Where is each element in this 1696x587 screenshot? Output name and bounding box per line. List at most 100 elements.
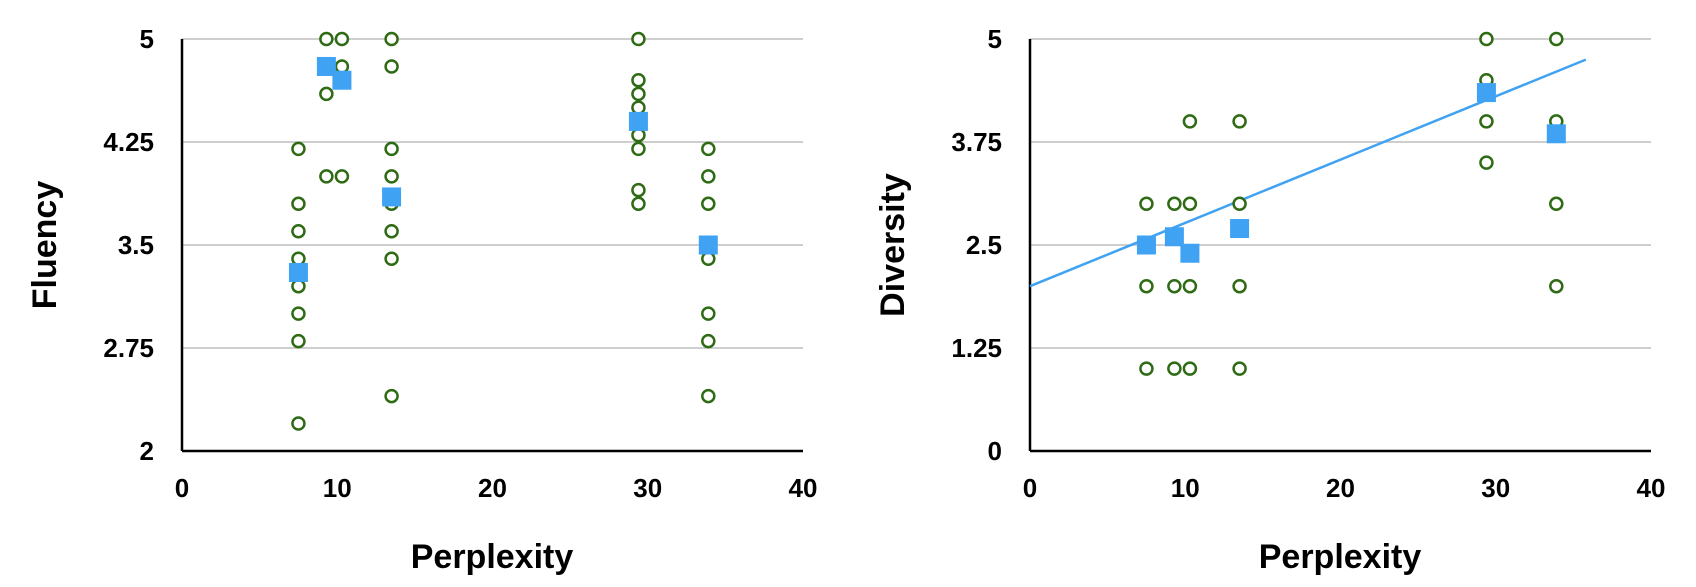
mean-point: [1164, 227, 1184, 247]
y-tick-label: 2.5: [966, 230, 1002, 260]
data-point: [384, 169, 399, 184]
mean-point: [1546, 124, 1566, 144]
data-point: [334, 169, 350, 184]
y-tick-label: 5: [140, 24, 154, 54]
series-mean-ratings: [288, 56, 718, 282]
data-point: [1232, 278, 1247, 294]
data-point: [1479, 114, 1494, 129]
x-tick-label: 30: [1481, 473, 1510, 503]
x-tick-label: 20: [1326, 473, 1355, 503]
data-point: [1232, 361, 1247, 376]
data-point: [319, 169, 334, 184]
mean-point: [1230, 219, 1250, 239]
data-point: [291, 224, 306, 239]
x-tick-label: 0: [175, 473, 189, 503]
data-point: [631, 100, 646, 115]
mean-point: [1136, 235, 1156, 255]
series-mean-ratings: [1136, 83, 1566, 263]
data-point: [291, 306, 306, 321]
data-point: [631, 86, 646, 102]
mean-point: [316, 56, 336, 76]
data-point: [631, 127, 646, 143]
data-point: [1549, 278, 1564, 294]
y-tick-label: 3.5: [118, 230, 154, 260]
data-point: [631, 182, 646, 198]
chart-panel-1: 2 2.75 3.5 4.25 5 0 10 20 30 40 Perplexity Fluency: [26, 24, 817, 576]
data-point: [1182, 278, 1198, 294]
mean-point: [332, 70, 352, 90]
x-axis-title: Perplexity: [1259, 538, 1422, 576]
data-point: [631, 141, 646, 157]
data-point: [1167, 278, 1182, 294]
x-tick-label: 20: [478, 473, 507, 503]
mean-point: [288, 262, 308, 282]
mean-point: [628, 111, 648, 131]
x-axis-title: Perplexity: [411, 538, 574, 576]
data-point: [384, 59, 399, 74]
data-point: [291, 196, 306, 212]
data-point: [701, 196, 716, 212]
mean-point: [1476, 83, 1496, 103]
data-point: [319, 86, 334, 102]
mean-point: [698, 235, 718, 255]
data-point: [701, 141, 716, 157]
mean-point: [382, 187, 402, 207]
data-point: [291, 251, 306, 266]
y-axis-title: Fluency: [26, 181, 64, 310]
data-point: [1182, 196, 1198, 212]
data-point: [701, 169, 716, 184]
data-point: [384, 251, 399, 266]
data-point: [701, 306, 716, 321]
data-point: [291, 333, 306, 349]
data-point: [1139, 361, 1154, 376]
data-point: [1139, 278, 1154, 294]
data-point: [334, 31, 350, 47]
data-point: [1182, 114, 1198, 129]
x-tick-label: 10: [1171, 473, 1200, 503]
data-point: [384, 31, 399, 47]
data-point: [701, 388, 716, 404]
y-tick-label: 0: [988, 436, 1002, 466]
x-tick-label: 30: [633, 473, 662, 503]
data-point: [384, 224, 399, 239]
y-axis-title: Diversity: [874, 173, 912, 317]
series-individual-ratings: [1139, 31, 1564, 376]
data-point: [384, 141, 399, 157]
y-tick-label: 2.75: [103, 333, 154, 363]
chart-panel-2: 0 1.25 2.5 3.75 5 0 10 20 30 40 Perplexity Diversit…: [874, 24, 1665, 576]
mean-point: [1180, 243, 1200, 263]
data-point: [1549, 31, 1564, 47]
y-tick-label: 2: [140, 436, 154, 466]
data-point: [384, 388, 399, 404]
data-point: [631, 196, 646, 212]
data-point: [1232, 196, 1247, 212]
data-point: [1232, 114, 1247, 129]
data-point: [1479, 31, 1494, 47]
series-individual-ratings: [291, 31, 716, 431]
x-tick-label: 0: [1023, 473, 1037, 503]
data-point: [701, 251, 716, 266]
data-point: [291, 416, 306, 431]
data-point: [1479, 155, 1494, 170]
data-point: [334, 59, 350, 74]
trendline: [1029, 58, 1587, 288]
y-tick-label: 3.75: [951, 127, 1002, 157]
y-tick-label: 4.25: [103, 127, 154, 157]
data-point: [291, 278, 306, 294]
data-point: [631, 31, 646, 47]
y-tick-label: 1.25: [951, 333, 1002, 363]
data-point: [1167, 361, 1182, 376]
x-tick-label: 40: [789, 473, 818, 503]
data-point: [1167, 196, 1182, 212]
data-point: [319, 31, 334, 47]
x-tick-label: 40: [1637, 473, 1666, 503]
data-point: [631, 72, 646, 88]
data-point: [1182, 361, 1198, 376]
y-tick-label: 5: [988, 24, 1002, 54]
x-tick-label: 10: [323, 473, 352, 503]
data-point: [291, 141, 306, 157]
data-point: [1549, 196, 1564, 212]
data-point: [1139, 196, 1154, 212]
